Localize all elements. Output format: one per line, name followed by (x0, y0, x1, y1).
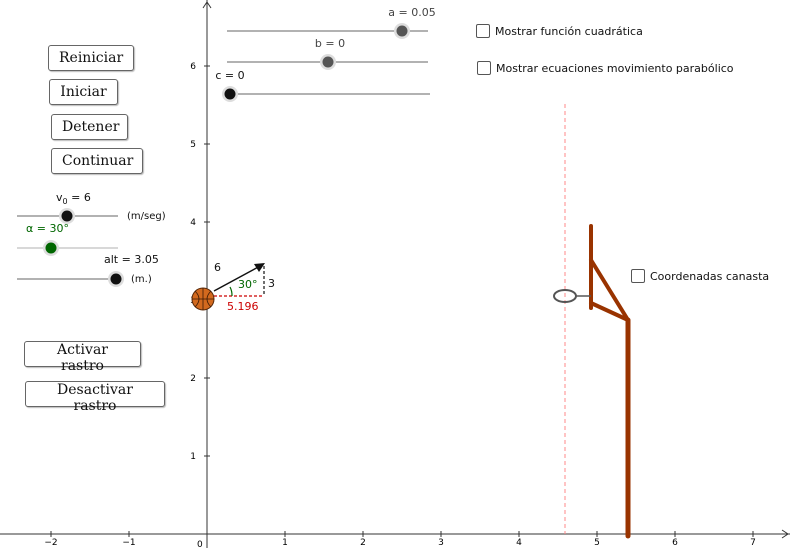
vector-angle-label: 30° (238, 278, 258, 291)
y-tick-label: 5 (190, 140, 196, 150)
ecuaciones-label: Mostrar ecuaciones movimiento parabólico (496, 61, 734, 75)
funcion-cuadratica-checkbox[interactable] (476, 24, 490, 38)
hoop-upper-brace (589, 258, 630, 322)
x-tick-label: 3 (438, 538, 444, 548)
slider-c-label: c = 0 (215, 69, 244, 82)
slider-a-knob[interactable] (396, 25, 408, 37)
slider-a-label: a = 0.05 (388, 6, 435, 19)
vector-magnitude-label: 6 (214, 261, 221, 274)
x-tick-label: 1 (282, 538, 288, 548)
activar-rastro-button[interactable]: Activar rastro (24, 341, 141, 374)
y-axis-arrow-icon (202, 1, 212, 9)
slider-alpha[interactable]: α = 30° (17, 222, 118, 256)
x-tick-label: 5 (594, 538, 600, 548)
x-tick-group: −2 −1 1 2 3 4 5 6 7 (44, 531, 756, 548)
y-tick-label: 2 (190, 374, 196, 384)
funcion-cuadratica-label: Mostrar función cuadrática (495, 24, 643, 38)
vector-horizontal-label: 5.196 (227, 300, 259, 313)
funcion-cuadratica-checkbox-row[interactable]: Mostrar función cuadrática (476, 24, 643, 38)
vector-arrowhead-icon (254, 263, 265, 272)
x-axis-arrow-icon (781, 529, 789, 539)
basketball-hoop (589, 224, 631, 539)
detener-button[interactable]: Detener (51, 114, 128, 140)
y-tick-label: 6 (190, 62, 196, 72)
coordenadas-checkbox-row[interactable]: Coordenadas canasta (631, 269, 769, 283)
y-tick-label: 1 (190, 452, 196, 462)
slider-alt[interactable]: alt = 3.05 (m.) (17, 253, 159, 287)
slider-alpha-knob[interactable] (45, 242, 57, 254)
basketball-icon[interactable] (191, 287, 215, 311)
slider-alt-label: alt = 3.05 (104, 253, 159, 266)
iniciar-button[interactable]: Iniciar (49, 79, 118, 105)
slider-v0[interactable]: v0 = 6 (m/seg) (17, 191, 166, 224)
ecuaciones-checkbox-row[interactable]: Mostrar ecuaciones movimiento parabólico (477, 61, 734, 75)
slider-v0-unit: (m/seg) (127, 211, 166, 222)
slider-alpha-label: α = 30° (26, 222, 69, 235)
x-tick-label: 2 (360, 538, 366, 548)
slider-c-knob[interactable] (224, 88, 236, 100)
slider-v0-knob[interactable] (61, 210, 73, 222)
coordenadas-label: Coordenadas canasta (650, 269, 770, 283)
slider-alt-unit: (m.) (131, 274, 152, 285)
slider-c[interactable]: c = 0 (215, 69, 430, 102)
slider-a[interactable]: a = 0.05 (227, 6, 436, 39)
slider-b-knob[interactable] (322, 56, 334, 68)
angle-arc (229, 286, 233, 297)
slider-alt-knob[interactable] (110, 273, 122, 285)
coordenadas-checkbox[interactable] (631, 269, 645, 283)
continuar-button[interactable]: Continuar (51, 148, 143, 174)
x-tick-label: 4 (516, 538, 522, 548)
x-tick-label: −1 (122, 538, 135, 548)
desactivar-rastro-button[interactable]: Desactivar rastro (25, 381, 165, 414)
velocity-vector: 6 30° 3 5.196 (213, 261, 275, 313)
origin-label: 0 (197, 540, 203, 550)
hoop-lower-brace (589, 301, 630, 322)
reiniciar-button[interactable]: Reiniciar (48, 45, 134, 71)
slider-b-label: b = 0 (315, 37, 345, 50)
vector-vertical-label: 3 (268, 277, 275, 290)
slider-b[interactable]: b = 0 (227, 37, 428, 70)
x-tick-label: −2 (44, 538, 57, 548)
x-tick-label: 7 (750, 538, 756, 548)
slider-v0-label: v0 = 6 (56, 191, 91, 206)
y-tick-label: 4 (190, 218, 196, 228)
x-tick-label: 6 (672, 538, 678, 548)
ecuaciones-checkbox[interactable] (477, 61, 491, 75)
